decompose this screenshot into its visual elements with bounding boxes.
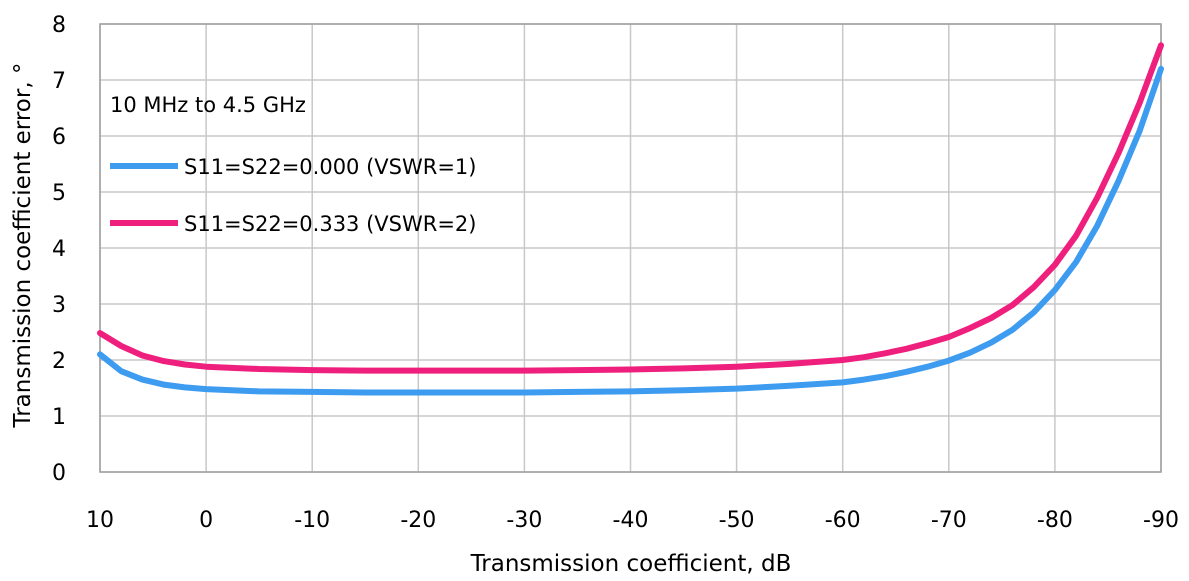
x-tick-label: -80 — [1037, 508, 1073, 533]
x-tick-label: -70 — [931, 508, 967, 533]
series-line-1 — [97, 42, 1164, 374]
x-tick-label: -10 — [294, 508, 330, 533]
x-tick-label: -20 — [400, 508, 436, 533]
x-tick-label: -90 — [1143, 508, 1179, 533]
plot-area-border — [99, 23, 1162, 473]
y-axis-title: Transmission coefficient error, ° — [10, 63, 36, 429]
x-tick-label: -60 — [825, 508, 861, 533]
y-tick-label: 5 — [52, 181, 66, 206]
y-tick-label: 0 — [52, 461, 66, 486]
x-tick-label: -50 — [719, 508, 755, 533]
y-tick-label: 6 — [52, 125, 66, 150]
annotation: 10 MHz to 4.5 GHz — [110, 93, 306, 117]
legend: S11=S22=0.000 (VSWR=1) S11=S22=0.333 (VS… — [110, 155, 476, 236]
x-tick-labels: 10 0 -10 -20 -30 -40 -50 -60 -70 -80 -90 — [86, 508, 1179, 533]
y-tick-label: 2 — [52, 349, 66, 374]
x-axis-title: Transmission coefficient, dB — [470, 551, 792, 577]
legend-label-0: S11=S22=0.000 (VSWR=1) — [184, 155, 476, 179]
x-tick-label: 10 — [86, 508, 114, 533]
y-tick-label: 4 — [52, 237, 66, 262]
gridlines — [99, 23, 1162, 473]
y-tick-label: 3 — [52, 293, 66, 318]
y-tick-label: 8 — [52, 13, 66, 38]
y-tick-label: 7 — [52, 69, 66, 94]
x-tick-label: 0 — [199, 508, 213, 533]
x-tick-label: -40 — [613, 508, 649, 533]
x-tick-label: -30 — [506, 508, 542, 533]
y-tick-labels: 0 1 2 3 4 5 6 7 8 — [52, 13, 66, 486]
series-line-0 — [97, 65, 1164, 396]
legend-label-1: S11=S22=0.333 (VSWR=2) — [184, 212, 476, 236]
series-lines — [97, 42, 1164, 396]
y-tick-label: 1 — [52, 405, 66, 430]
